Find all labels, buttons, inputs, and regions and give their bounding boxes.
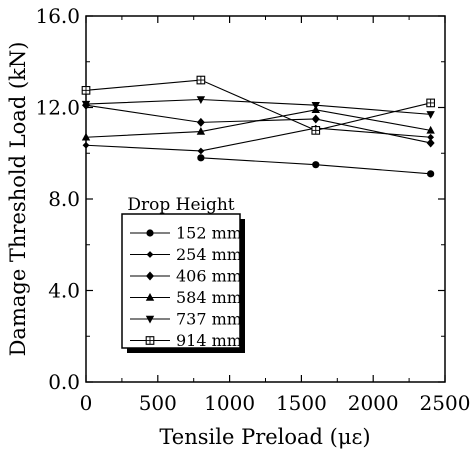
series-914-mm (81, 75, 435, 135)
series-254-mm (82, 124, 435, 155)
legend-entry: 254 mm (130, 245, 242, 264)
x-tick-label: 1000 (204, 391, 255, 415)
legend-label: 406 mm (176, 267, 242, 286)
axis-ticks: 0 500 1000 1500 2000 2500 0.0 4.0 8.0 12.0 16.0 (35, 4, 470, 415)
marker-diamond (146, 271, 154, 281)
marker-circle (197, 154, 205, 162)
series-line (85, 98, 431, 115)
y-axis-label: Damage Threshold Load (kN) (6, 42, 30, 357)
marker-triangle-down (196, 96, 206, 104)
y-tick-label: 8.0 (48, 187, 80, 211)
series-line (85, 79, 431, 131)
legend: Drop Height 152 mm 254 mm 406 mm 584 mm 737 … (121, 195, 245, 353)
y-tick-label: 16.0 (35, 4, 80, 28)
x-tick-label: 500 (139, 391, 177, 415)
series-line (85, 104, 431, 144)
x-tick-label: 2000 (348, 391, 399, 415)
marker-triangle-down (81, 100, 91, 109)
marker-small-diamond (427, 133, 435, 141)
y-tick-label: 4.0 (48, 279, 80, 303)
x-tick-label: 0 (80, 391, 93, 415)
x-tick-label: 1500 (276, 391, 327, 415)
legend-entry: 914 mm (130, 331, 242, 350)
series-584-mm (81, 105, 435, 141)
marker-triangle-down (426, 111, 435, 119)
legend-entry: 584 mm (130, 288, 242, 307)
legend-label: 152 mm (176, 224, 242, 243)
marker-diamond (196, 117, 205, 127)
marker-triangle-up (426, 125, 435, 134)
marker-small-diamond (146, 251, 154, 258)
marker-diamond (311, 114, 320, 124)
series-line (85, 127, 431, 152)
series-737-mm (81, 96, 435, 119)
y-tick-label: 12.0 (35, 96, 80, 120)
series-line (85, 109, 431, 138)
marker-small-diamond (82, 141, 90, 149)
marker-small-diamond (197, 147, 205, 155)
legend-entry: 152 mm (130, 224, 242, 243)
legend-label: 254 mm (176, 245, 242, 264)
series-406-mm (82, 100, 435, 148)
marker-triangle-up (196, 127, 206, 135)
legend-entry: 737 mm (130, 310, 242, 329)
legend-entry: 406 mm (130, 267, 242, 286)
data-series (81, 75, 435, 178)
y-tick-label: 0.0 (48, 370, 80, 394)
marker-circle (312, 161, 320, 169)
marker-triangle-up (81, 132, 91, 141)
legend-label: 584 mm (176, 288, 242, 307)
marker-triangle-down (145, 315, 155, 324)
legend-label: 737 mm (176, 310, 242, 329)
series-152-mm (197, 154, 435, 178)
marker-triangle-up (145, 293, 155, 301)
legend-title: Drop Height (127, 195, 234, 215)
legend-label: 914 mm (176, 331, 242, 350)
marker-circle (146, 229, 154, 237)
marker-diamond (426, 138, 435, 148)
legend-entries: 152 mm 254 mm 406 mm 584 mm 737 mm 914 mm (130, 224, 242, 350)
x-tick-label: 2500 (420, 391, 471, 415)
x-axis-label: Tensile Preload (με) (159, 425, 370, 449)
legend-box (121, 213, 241, 349)
marker-circle (427, 170, 435, 178)
marker-triangle-down (311, 102, 320, 110)
